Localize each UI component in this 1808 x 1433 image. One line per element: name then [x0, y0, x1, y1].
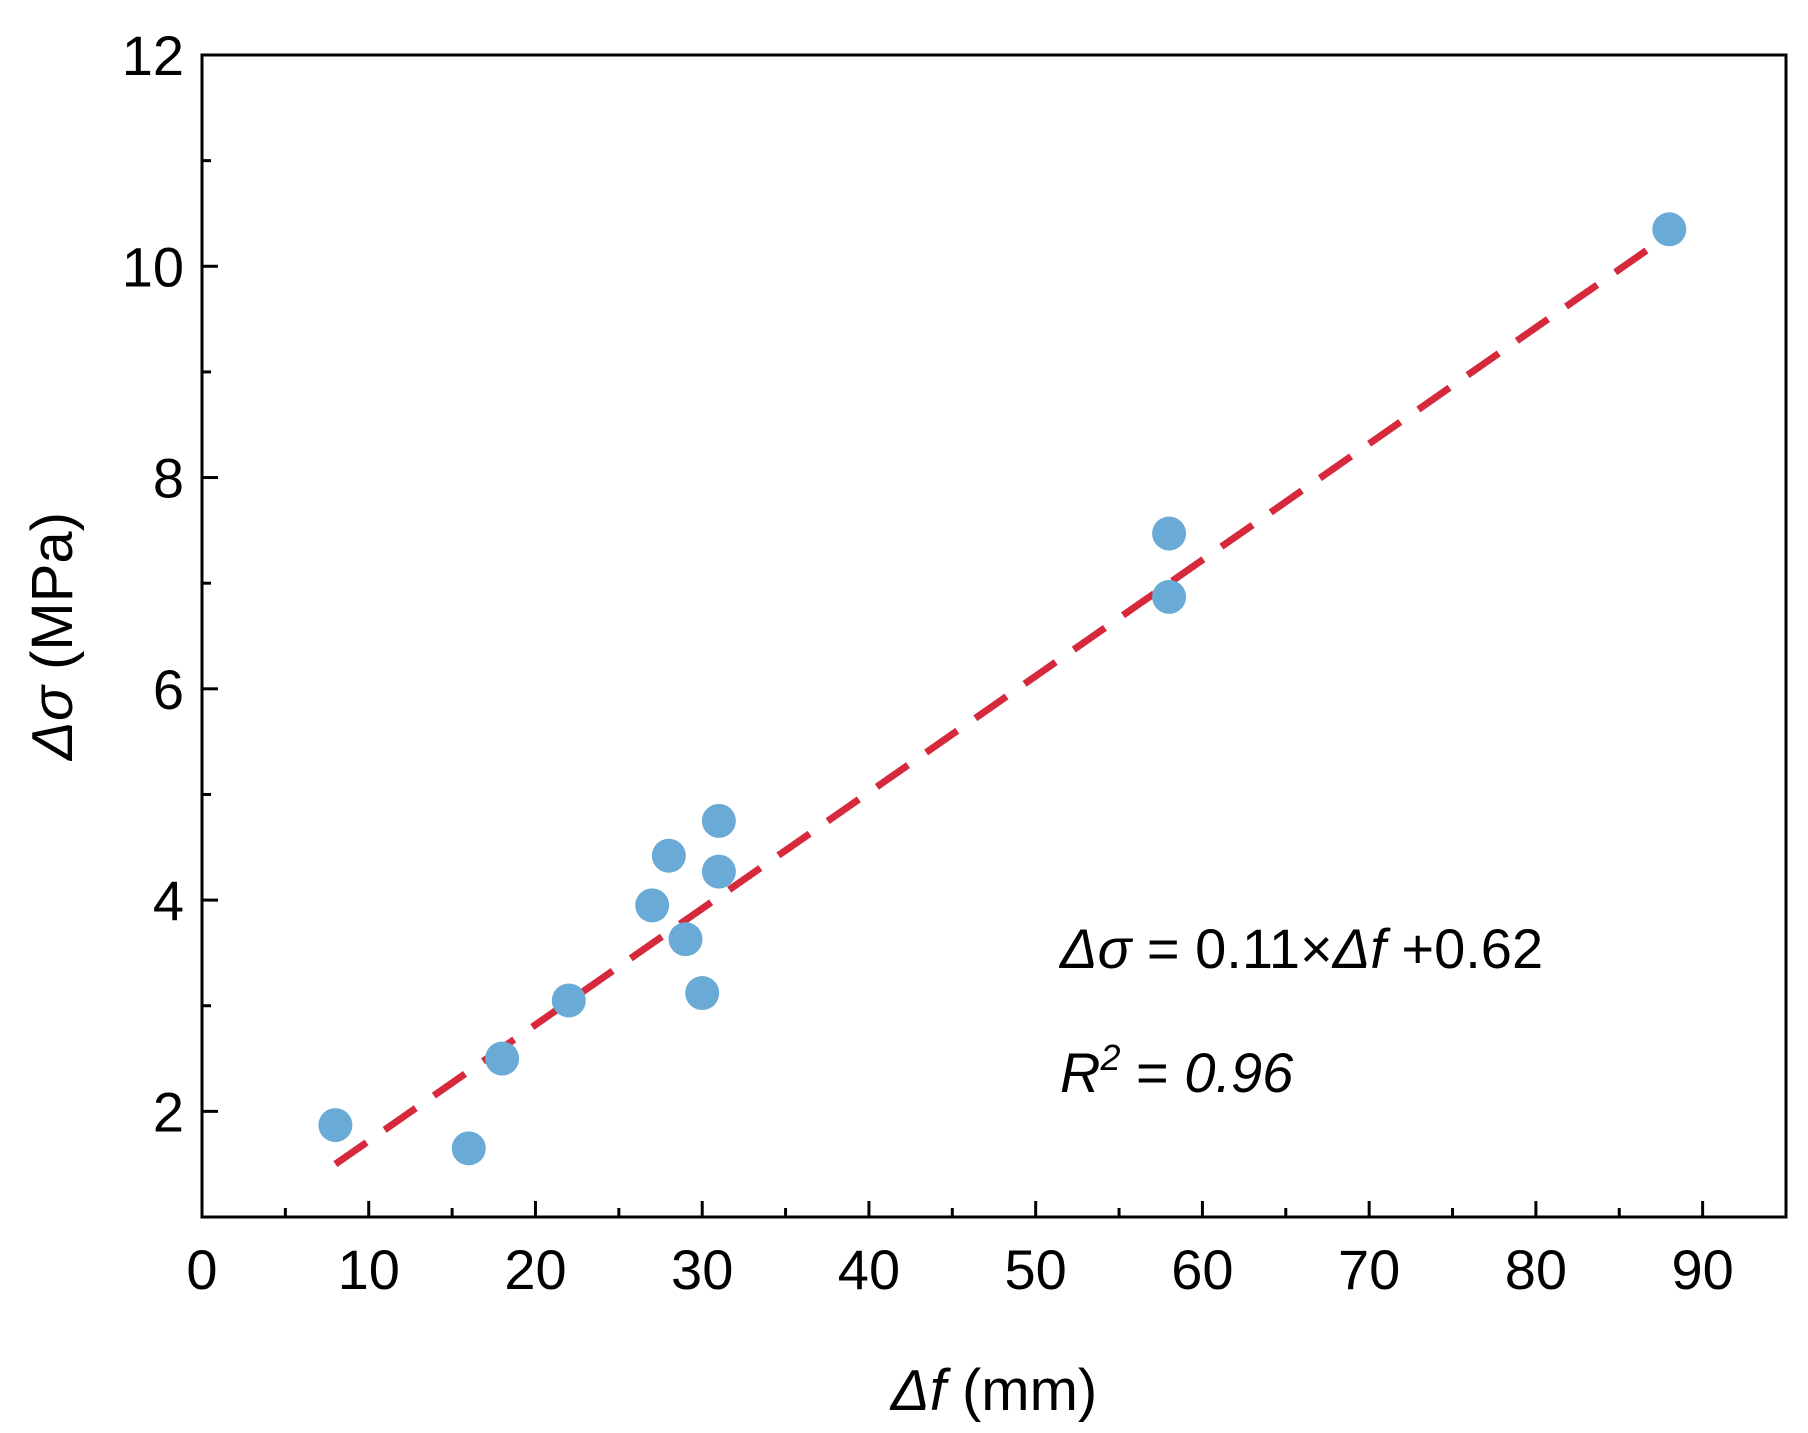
r-squared-annotation: R2 = 0.96	[1060, 1037, 1294, 1104]
x-tick-label: 80	[1505, 1238, 1567, 1301]
data-point	[451, 1131, 486, 1166]
data-point	[1152, 516, 1187, 551]
y-tick-label: 6	[153, 658, 184, 721]
x-tick-label: 50	[1005, 1238, 1067, 1301]
data-point	[685, 976, 720, 1011]
x-tick-label: 20	[504, 1238, 566, 1301]
y-tick-label: 8	[153, 447, 184, 510]
x-tick-label: 40	[838, 1238, 900, 1301]
data-point	[1152, 579, 1187, 614]
plot-frame	[200, 53, 1788, 1219]
data-point	[701, 854, 736, 889]
x-axis-title-symbol: Δf	[889, 1358, 952, 1423]
y-tick-label: 10	[122, 235, 184, 298]
y-axis-title-unit: (MPa)	[20, 512, 85, 686]
y-tick-label: 4	[153, 869, 184, 932]
equation-annotation: Δσ = 0.11×Δf +0.62	[1058, 917, 1543, 980]
data-points	[318, 212, 1687, 1166]
data-point	[701, 803, 736, 838]
x-tick-label: 70	[1338, 1238, 1400, 1301]
equation-var: Δf	[1331, 917, 1392, 980]
equation-rhs: +0.62	[1386, 917, 1543, 980]
fit-line	[333, 231, 1672, 1168]
y-axis-title: Δσ (MPa)	[20, 512, 85, 762]
r2-superscript: 2	[1099, 1037, 1120, 1078]
r2-equals: =	[1120, 1041, 1184, 1104]
equation-lhs: Δσ	[1058, 917, 1134, 980]
x-tick-label: 0	[186, 1238, 217, 1301]
x-axis-title-unit: (mm)	[946, 1358, 1097, 1423]
data-point	[485, 1041, 520, 1076]
y-tick-label: 12	[122, 24, 184, 87]
data-point	[1652, 212, 1687, 247]
y-axis-title-symbol: Δσ	[20, 684, 85, 762]
equation-mid: = 0.11×	[1131, 917, 1332, 980]
data-point	[651, 838, 686, 873]
data-point	[635, 888, 670, 923]
r2-value: 0.96	[1184, 1041, 1294, 1104]
y-tick-label: 2	[153, 1080, 184, 1143]
x-tick-label: 90	[1671, 1238, 1733, 1301]
x-axis-title: Δf (mm)	[889, 1358, 1097, 1423]
data-point	[318, 1108, 353, 1143]
x-tick-label: 10	[338, 1238, 400, 1301]
x-axis-ticks: 0 10 20 30 40 50 60 70 80 90	[186, 1201, 1734, 1301]
x-tick-label: 30	[671, 1238, 733, 1301]
y-axis-ticks: 2 4 6 8 10 12	[122, 24, 218, 1143]
x-tick-label: 60	[1171, 1238, 1233, 1301]
r2-symbol: R	[1060, 1041, 1100, 1104]
data-point	[668, 922, 703, 957]
data-point	[551, 983, 586, 1018]
